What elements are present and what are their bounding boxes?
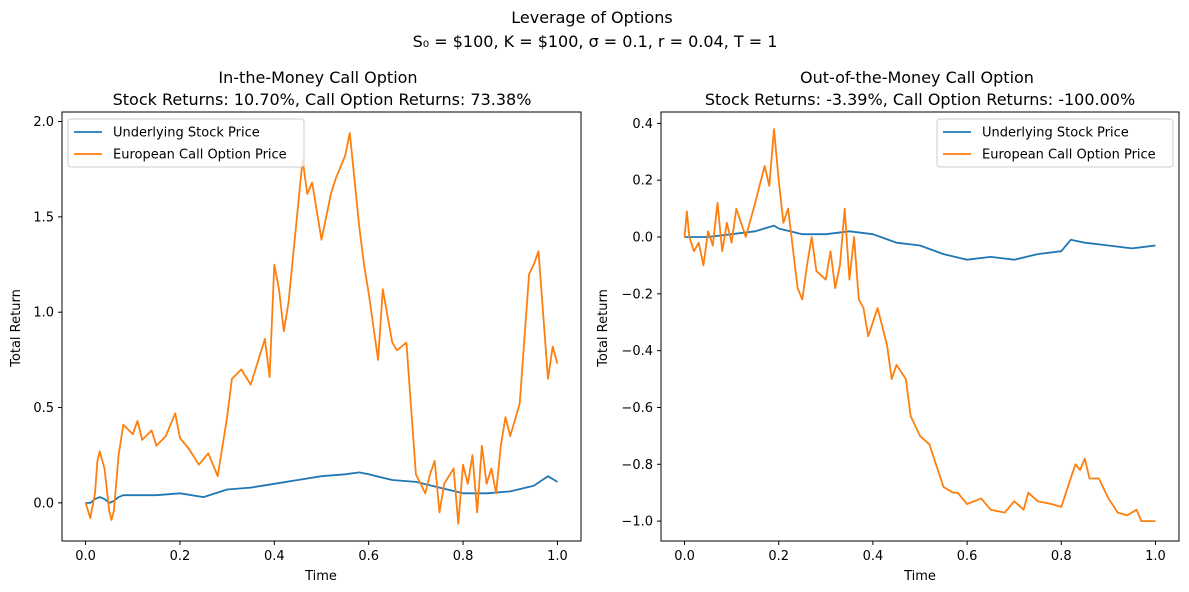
plot-frame (61, 111, 582, 542)
legend-label: European Call Option Price (113, 148, 287, 163)
series-line-stock (684, 224, 1156, 261)
y-tick-label: 0.0 (33, 496, 54, 511)
y-axis-label: Total Return (9, 289, 24, 368)
legend-label: Underlying Stock Price (982, 126, 1129, 141)
y-tick-label: 1.0 (33, 306, 54, 321)
x-tick-label: 0.4 (264, 549, 285, 564)
chart-subtitle: Stock Returns: 10.70%, Call Option Retur… (113, 90, 532, 109)
y-tick-label: 0.4 (632, 117, 653, 132)
legend-label: Underlying Stock Price (113, 126, 260, 141)
figure-subtitle: S₀ = $100, K = $100, σ = 0.1, r = 0.04, … (413, 32, 778, 51)
y-tick-label: 0.0 (632, 231, 653, 246)
y-axis-label: Total Return (596, 289, 611, 368)
x-tick-label: 0.8 (453, 549, 474, 564)
legend-label: European Call Option Price (982, 148, 1156, 163)
chart-subtitle: Stock Returns: -3.39%, Call Option Retur… (705, 90, 1135, 109)
y-tick-label: 0.2 (632, 174, 653, 189)
legend: Underlying Stock Price European Call Opti… (67, 118, 305, 168)
x-tick-label: 0.8 (1051, 549, 1072, 564)
series-line-call (683, 128, 1156, 522)
chart-title: In-the-Money Call Option (218, 68, 417, 87)
legend-box (67, 118, 305, 168)
y-tick-label: 1.5 (33, 210, 54, 225)
legend: Underlying Stock Price European Call Opti… (936, 118, 1174, 168)
x-axis-label: Time (304, 569, 337, 584)
chart-out-of-the-money: Out-of-the-Money Call Option Stock Retur… (596, 68, 1180, 584)
x-tick-label: 0.0 (674, 549, 695, 564)
series-line-call (84, 132, 559, 525)
plot-frame (660, 111, 1180, 542)
figure-title: Leverage of Options (511, 8, 673, 27)
y-tick-label: −0.8 (621, 458, 653, 473)
y-tick-label: 2.0 (33, 115, 54, 130)
y-tick-label: −1.0 (621, 515, 653, 530)
x-tick-label: 1.0 (547, 549, 568, 564)
x-tick-label: 0.2 (170, 549, 191, 564)
x-tick-label: 1.0 (1145, 549, 1166, 564)
x-axis-label: Time (903, 569, 936, 584)
y-tick-label: −0.6 (621, 401, 653, 416)
chart-title: Out-of-the-Money Call Option (800, 68, 1034, 87)
x-tick-label: 0.0 (75, 549, 96, 564)
legend-box (936, 118, 1174, 168)
x-tick-label: 0.6 (957, 549, 978, 564)
x-tick-label: 0.4 (863, 549, 884, 564)
y-tick-label: 0.5 (33, 401, 54, 416)
y-tick-label: −0.4 (621, 344, 653, 359)
x-tick-label: 0.6 (358, 549, 379, 564)
chart-in-the-money: In-the-Money Call Option Stock Returns: … (9, 68, 582, 584)
y-tick-label: −0.2 (621, 287, 653, 302)
x-tick-label: 0.2 (768, 549, 789, 564)
